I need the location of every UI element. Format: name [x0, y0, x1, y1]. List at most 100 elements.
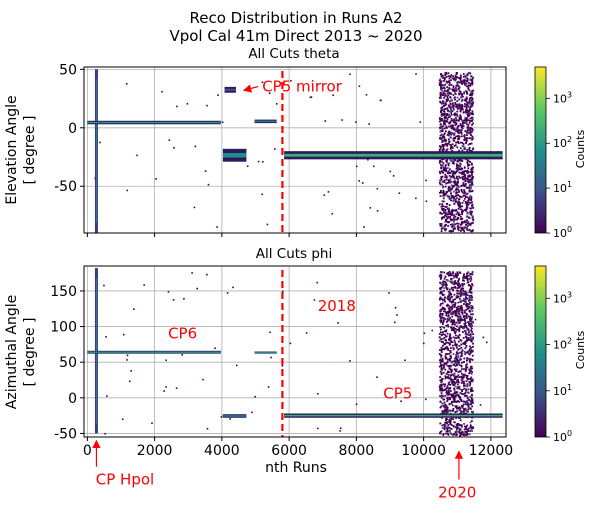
panel0-cluster-point	[440, 178, 443, 181]
panel1-scatter-point	[339, 427, 342, 430]
panel1-cluster-point	[443, 283, 446, 285]
panel1-cluster-point	[454, 365, 457, 367]
panel0-cluster-point	[471, 82, 474, 84]
panel1-cluster-point	[469, 425, 472, 428]
panel1-cluster-point	[444, 388, 447, 391]
panel0-cluster-point	[469, 84, 472, 86]
panel1-cluster-point	[466, 303, 469, 306]
panel1-cluster-point	[456, 410, 459, 413]
panel0-cluster-point	[444, 166, 447, 169]
panel1-cluster-point	[459, 424, 462, 427]
panel0-cluster-point	[439, 123, 442, 126]
panel1-xtick-label: 12000	[469, 443, 514, 459]
panel0-cluster-point	[450, 192, 452, 195]
panel1-cluster-point	[462, 292, 465, 295]
panel1-cluster-point	[440, 356, 443, 359]
panel0-cluster-point	[447, 189, 450, 192]
panel0-cluster-point	[459, 74, 462, 77]
panel1-scatter-point	[202, 378, 204, 381]
panel0-cluster-point	[448, 130, 450, 133]
panel0-scatter-point	[398, 192, 401, 194]
panel1-cluster-point	[448, 364, 451, 367]
panel1-cluster-point	[442, 404, 445, 407]
panel1-cluster-point	[449, 393, 451, 396]
panel1-cluster-point	[463, 323, 466, 326]
panel1-cluster-point	[439, 376, 441, 378]
panel1-cluster-point	[470, 403, 473, 405]
panel0-cluster-point	[452, 158, 455, 161]
panel1-cluster-point	[440, 381, 443, 384]
panel0-cluster-point	[450, 195, 453, 198]
panel1-cluster-point	[440, 360, 443, 363]
panel1-cluster-point	[448, 396, 451, 399]
panel0-cluster-point	[463, 171, 465, 174]
panel0-cluster-point	[444, 192, 447, 195]
panel1-cluster-point	[443, 299, 446, 302]
panel1-cluster-point	[465, 344, 468, 347]
panel0-cluster-point	[462, 75, 465, 78]
panel1-cluster-point	[459, 396, 462, 398]
panel1-cluster-point	[462, 294, 465, 296]
panel1-cluster-point	[457, 380, 459, 383]
panel0-cluster-point	[454, 137, 456, 140]
panel1-cluster-point	[441, 298, 444, 301]
panel0-cluster-point	[458, 158, 460, 161]
panel0-cluster-point	[463, 189, 465, 191]
panel1-cluster-point	[467, 398, 470, 401]
panel0-cluster-point	[447, 164, 450, 167]
panel1-cluster-point	[444, 300, 447, 303]
panel1-scatter-point	[337, 322, 339, 324]
panel1-cluster-point	[465, 317, 468, 319]
panel0-cluster-point	[456, 182, 459, 185]
panel1-cluster-point	[460, 339, 463, 342]
panel1-cluster-point	[462, 376, 465, 379]
panel1-cluster-point	[467, 329, 470, 331]
panel0-cluster-point	[459, 206, 462, 208]
panel1-scatter-point	[251, 411, 253, 414]
panel0-cluster-point	[446, 142, 449, 145]
panel0-cluster-point	[459, 108, 462, 111]
panel0-cluster-point	[438, 97, 441, 99]
panel1-cluster-point	[449, 334, 451, 337]
panel0-cluster-point	[444, 224, 447, 227]
panel1-cluster-point	[466, 434, 468, 436]
panel1-cluster-point	[449, 427, 452, 430]
panel1-colorbar-tick-exponent: 3	[567, 290, 572, 299]
panel0-cluster-point	[449, 148, 452, 150]
panel1-cluster-point	[440, 392, 443, 394]
panel0-cluster-point	[470, 167, 473, 170]
panel1-cluster-point	[447, 383, 450, 386]
panel1-cluster-point	[441, 348, 444, 350]
panel1-cluster-point	[461, 354, 463, 357]
panel0-cluster-point	[452, 139, 455, 142]
panel1-cluster-point	[452, 398, 455, 401]
panel0-cluster-point	[456, 125, 459, 128]
panel1-cluster-point	[442, 411, 445, 414]
panel0-cluster-point	[440, 230, 443, 233]
panel0-cluster-point	[464, 194, 467, 197]
panel0-cluster-point	[439, 78, 442, 81]
panel0-scatter-point	[186, 102, 189, 105]
panel0-cluster-point	[452, 199, 455, 202]
panel1-cluster-point	[439, 432, 442, 434]
panel0-cluster-point	[464, 226, 466, 229]
panel1-cluster-point	[469, 325, 472, 328]
panel1-scatter-point	[482, 336, 485, 339]
panel1-cluster-point	[470, 349, 473, 352]
panel0-cluster-point	[442, 124, 445, 127]
panel1-cluster-point	[469, 382, 472, 385]
panel1-cluster-point	[442, 333, 445, 336]
panel0-cluster-point	[449, 172, 452, 174]
panel1-scatter-point	[126, 354, 129, 357]
panel0-cluster-point	[450, 170, 453, 172]
panel0-cluster-point	[438, 148, 441, 151]
panel0-cluster-point	[442, 135, 444, 138]
panel1-cluster-point	[445, 314, 448, 317]
panel0-scatter-point	[425, 179, 427, 182]
panel1-cluster-point	[442, 319, 445, 322]
panel1-cluster-point	[446, 346, 448, 348]
panel1-cluster-point	[456, 274, 459, 276]
panel0-cluster-point	[471, 215, 474, 218]
panel0-cluster-point	[465, 98, 468, 100]
panel1-ytick-label: -50	[54, 426, 77, 442]
